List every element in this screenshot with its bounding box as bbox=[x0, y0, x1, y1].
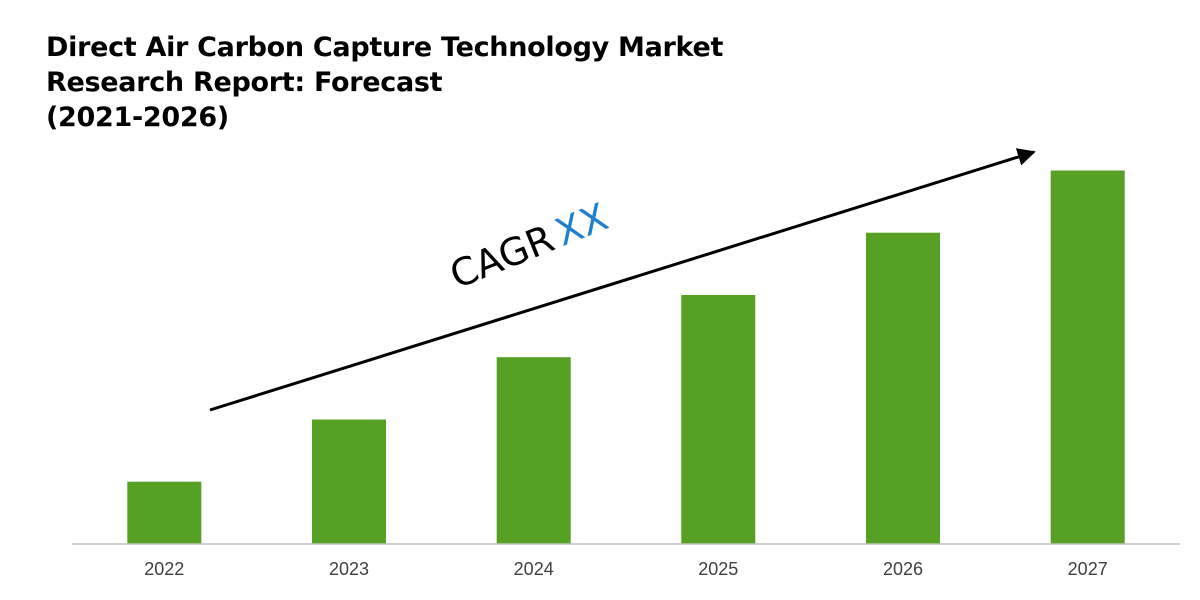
x-axis-tick-labels: 2022 2023 2024 2025 2026 2027 bbox=[144, 559, 1107, 579]
x-tick-label-2022: 2022 bbox=[144, 559, 184, 579]
chart-title-line-1: Direct Air Carbon Capture Technology Mar… bbox=[46, 32, 724, 63]
bar-series bbox=[127, 170, 1125, 544]
bar-2023 bbox=[312, 419, 386, 544]
x-tick-label-2023: 2023 bbox=[329, 559, 369, 579]
chart-title-line-3: (2021-2026) bbox=[46, 102, 229, 133]
bar-2022 bbox=[127, 481, 202, 544]
bar-2027 bbox=[1050, 170, 1125, 544]
bar-2024 bbox=[496, 357, 571, 544]
growth-trend-arrow-icon bbox=[209, 148, 1036, 412]
x-tick-label-2024: 2024 bbox=[514, 559, 554, 579]
x-tick-label-2027: 2027 bbox=[1068, 559, 1108, 579]
chart-title: Direct Air Carbon Capture Technology Mar… bbox=[46, 30, 723, 135]
x-tick-label-2026: 2026 bbox=[883, 559, 923, 579]
x-tick-label-2025: 2025 bbox=[698, 559, 738, 579]
chart-title-line-2: Research Report: Forecast bbox=[46, 67, 443, 98]
bar-2026 bbox=[866, 232, 940, 544]
bar-2025 bbox=[681, 295, 756, 544]
